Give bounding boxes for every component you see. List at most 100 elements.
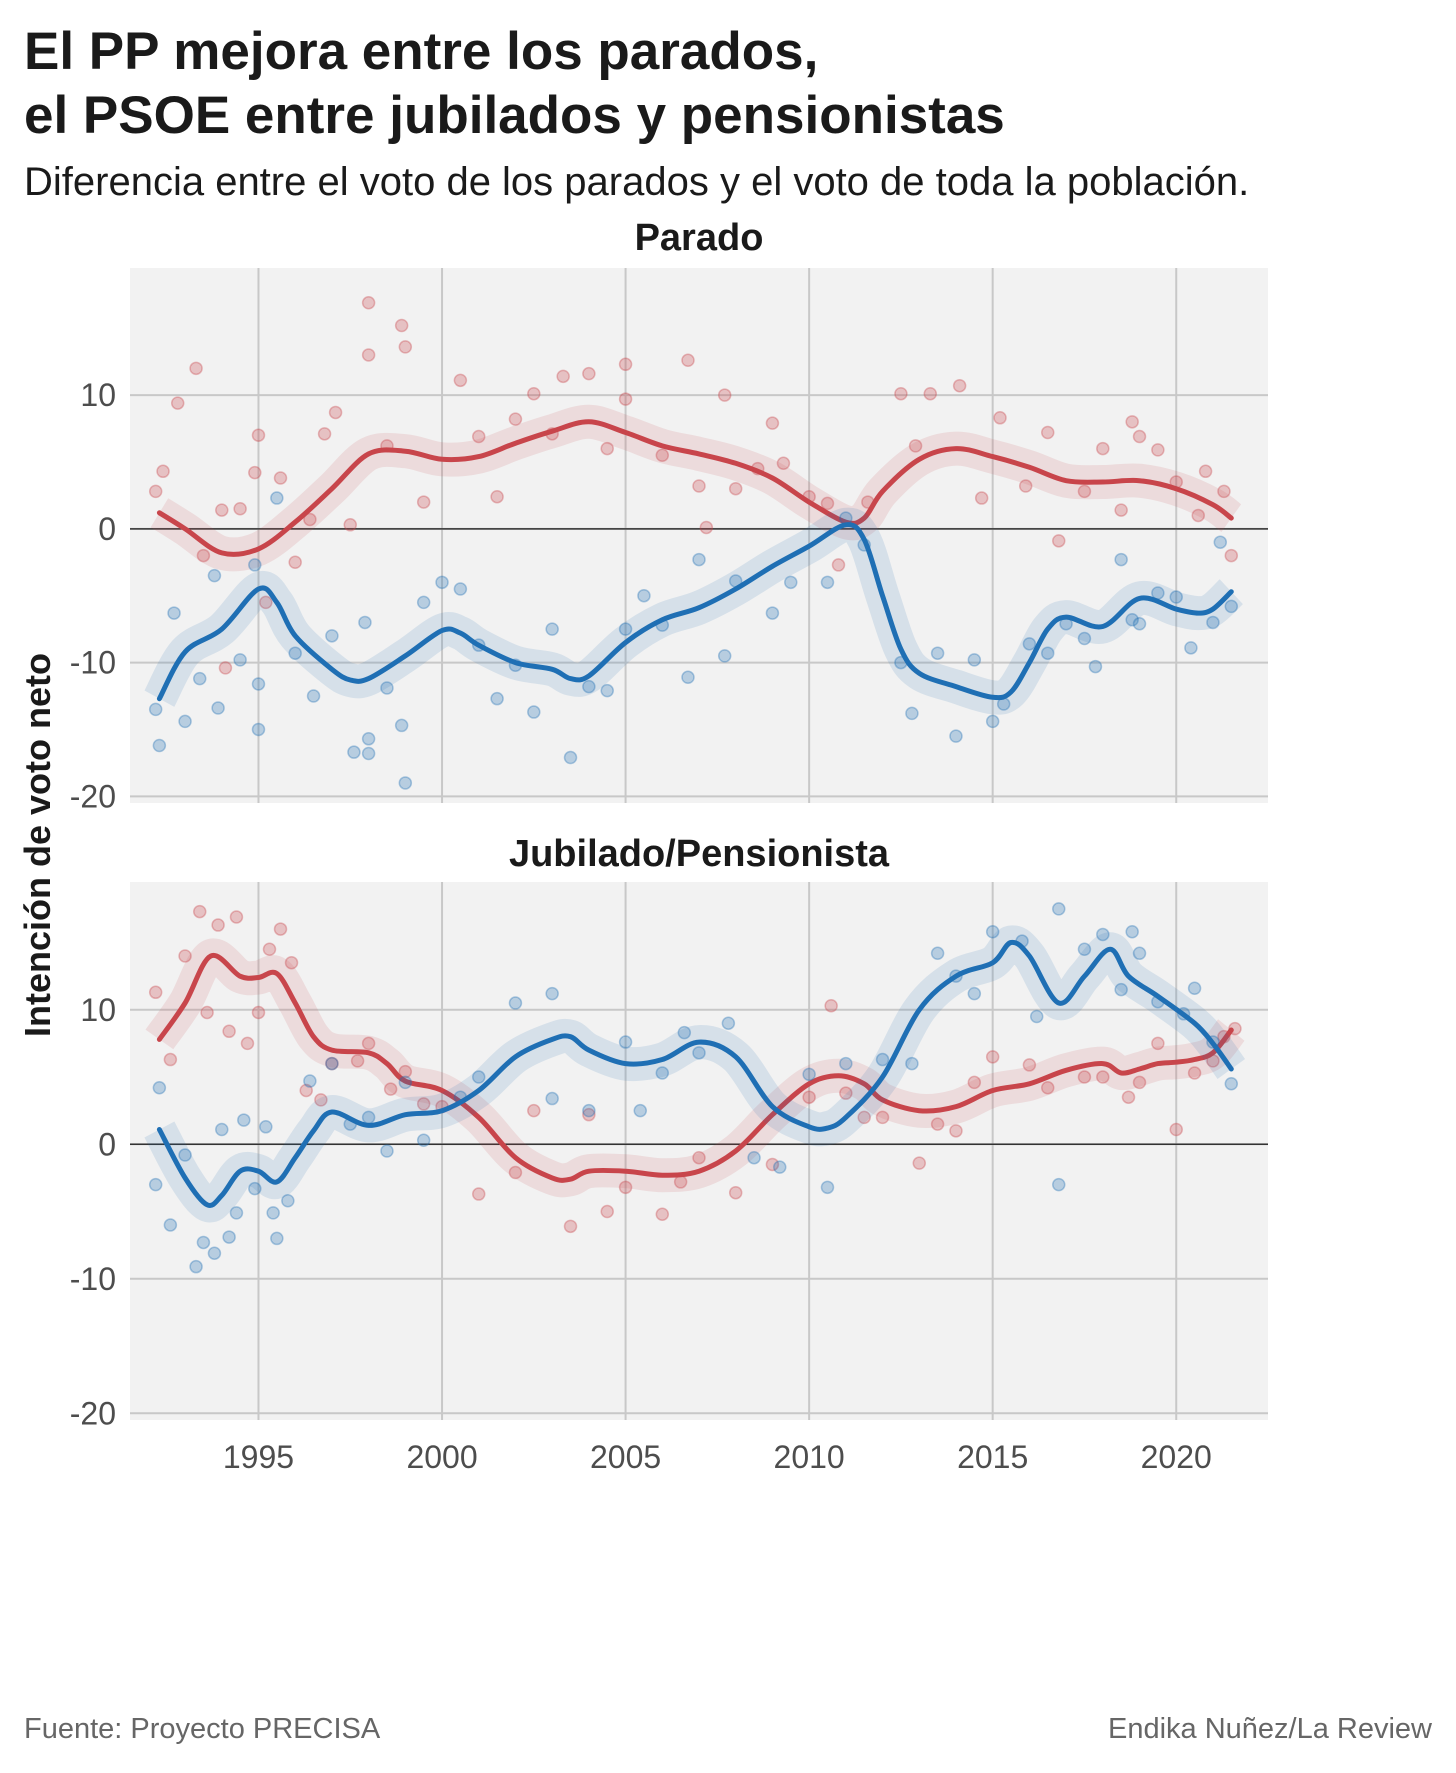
- data-point: [229, 1206, 244, 1220]
- data-point: [215, 503, 229, 517]
- data-point: [556, 369, 570, 384]
- data-point: [416, 1097, 431, 1111]
- data-point: [905, 1056, 919, 1071]
- data-point: [857, 1110, 871, 1125]
- data-point: [527, 1103, 541, 1118]
- data-point: [380, 681, 394, 695]
- data-point: [721, 1016, 736, 1030]
- data-point: [361, 348, 376, 362]
- y-tick-label: -10: [70, 1261, 116, 1297]
- data-point: [398, 776, 413, 790]
- x-tick-label: 2000: [406, 1439, 477, 1475]
- data-point: [325, 1056, 339, 1071]
- chart-title-line2: el PSOE entre jubilados y pensionistas: [24, 86, 1005, 145]
- data-point: [152, 738, 167, 753]
- trend-line: [156, 952, 1234, 1183]
- data-point: [930, 1117, 945, 1131]
- y-tick-label: 10: [80, 992, 116, 1028]
- data-point: [1191, 508, 1206, 523]
- data-point: [875, 1052, 890, 1067]
- data-point: [824, 998, 838, 1013]
- data-point: [692, 479, 706, 493]
- data-point: [692, 1046, 706, 1060]
- data-point: [582, 679, 596, 694]
- data-point: [1187, 981, 1202, 996]
- data-point: [325, 1056, 339, 1071]
- data-point: [600, 441, 614, 456]
- data-point: [1018, 479, 1033, 493]
- trend-line: [156, 419, 1234, 557]
- data-point: [435, 575, 449, 590]
- data-point: [361, 746, 376, 761]
- data-point: [773, 1160, 787, 1174]
- data-point: [820, 575, 835, 590]
- data-point: [266, 1206, 280, 1220]
- data-point: [178, 714, 192, 729]
- data-point: [167, 606, 181, 620]
- data-point: [251, 1005, 266, 1020]
- data-point: [563, 1219, 578, 1234]
- data-point: [1040, 646, 1055, 660]
- data-point: [582, 1107, 596, 1122]
- data-point: [1022, 1058, 1037, 1072]
- data-point: [692, 552, 706, 567]
- data-point: [600, 1204, 614, 1219]
- data-point: [1125, 925, 1139, 939]
- data-point: [192, 671, 207, 686]
- data-point: [527, 386, 541, 401]
- data-point: [1077, 484, 1092, 499]
- data-point: [1224, 548, 1239, 563]
- data-point: [211, 701, 225, 715]
- data-point: [967, 653, 982, 667]
- data-point: [1206, 615, 1220, 630]
- y-tick-label: -20: [70, 778, 116, 814]
- facet-title: Parado: [635, 217, 764, 259]
- data-point: [985, 925, 1000, 939]
- data-point: [347, 745, 361, 759]
- data-point: [1184, 641, 1198, 655]
- data-point: [251, 428, 266, 442]
- data-point: [380, 1144, 394, 1158]
- source-note: Fuente: Proyecto PRECISA: [24, 1713, 381, 1745]
- data-point: [728, 1185, 743, 1200]
- data-point: [637, 588, 651, 603]
- facet-title: Jubilado/Pensionista: [509, 833, 890, 875]
- faceted-scatter-chart: -20 -10 0 10 Parado -20 -10 0 10 Jubilado/Pension…: [17, 217, 1268, 1475]
- data-point: [288, 646, 302, 660]
- data-point: [820, 1180, 835, 1195]
- data-point: [563, 750, 578, 765]
- data-point: [717, 388, 732, 402]
- data-point: [490, 489, 504, 504]
- data-point: [270, 491, 284, 505]
- data-point: [802, 1090, 816, 1104]
- chart-title: El PP mejora entre los parados, el PSOE …: [24, 20, 1005, 148]
- data-point: [262, 942, 277, 956]
- data-point: [677, 1025, 692, 1040]
- data-point: [314, 1093, 328, 1107]
- trend-line: [156, 522, 1234, 702]
- y-tick-label: -10: [70, 645, 116, 681]
- data-point: [306, 689, 321, 703]
- data-point: [240, 1036, 255, 1051]
- data-point: [681, 670, 695, 685]
- data-point: [284, 955, 299, 970]
- data-point: [361, 1036, 376, 1051]
- data-point: [192, 904, 207, 919]
- data-point: [1132, 429, 1147, 444]
- data-point: [416, 1133, 431, 1147]
- data-point: [416, 495, 431, 509]
- data-point: [1132, 946, 1147, 961]
- data-point: [148, 1177, 163, 1192]
- data-point: [398, 1075, 413, 1090]
- data-point: [325, 629, 339, 643]
- data-point: [453, 373, 468, 388]
- data-point: [251, 677, 266, 691]
- data-point: [1125, 613, 1139, 627]
- data-point: [894, 386, 908, 401]
- data-point: [259, 595, 273, 610]
- data-point: [248, 465, 262, 480]
- data-point: [949, 729, 963, 743]
- data-point: [288, 555, 302, 569]
- y-axis-label: Intención de voto neto: [17, 653, 58, 1037]
- data-point: [361, 732, 376, 746]
